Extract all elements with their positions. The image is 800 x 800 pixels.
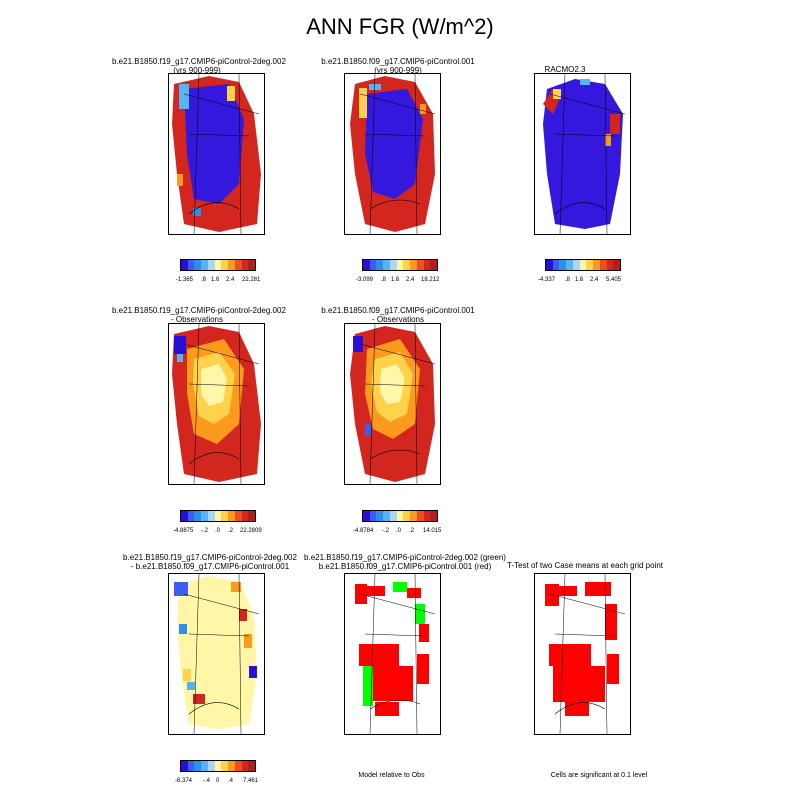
panel-7-cb-label-2: 0 — [216, 778, 220, 784]
panel-9-greenland-map — [535, 574, 630, 734]
panel-7-cb-label-1: -.4 — [203, 778, 211, 784]
panel-7-title-line2: - b.e21.B1850.f09_g17.CMIP6-piControl.00… — [130, 562, 290, 571]
panel-1-colorbar-bar — [180, 259, 256, 271]
panel-1-title: b.e21.B1850.f19_g17.CMIP6-piControl-2deg… — [112, 57, 286, 75]
figure-title: ANN FGR (W/m^2) — [306, 14, 494, 39]
panel-5-map — [344, 323, 441, 485]
panel-4-colorbar — [180, 510, 256, 522]
panel-1-cb-label-1: .8 — [201, 277, 207, 283]
panel-7-map — [168, 573, 265, 735]
panel-7-cb-label-0: -6.374 — [175, 778, 193, 784]
panel-9-title-line1: T-Test of two Case means at each grid po… — [506, 561, 664, 570]
panel-7-colorbar — [180, 760, 256, 772]
panel-8-title-line1: b.e21.B1850.f19_g17.CMIP6-piControl-2deg… — [304, 553, 506, 562]
panel-1-greenland-map — [169, 74, 264, 234]
panel-3-cb-label-0: -4.337 — [538, 277, 556, 283]
panel-4-title: b.e21.B1850.f19_g17.CMIP6-piControl-2deg… — [112, 306, 286, 324]
panel-5-greenland-map — [345, 324, 440, 484]
panel-7-title: b.e21.B1850.f19_g17.CMIP6-piControl-2deg… — [112, 553, 308, 571]
panel-7-greenland-map — [169, 574, 264, 734]
panel-3-title-line1: RACMO2.3 — [544, 65, 586, 74]
panel-1-title-line2: (yrs 900-999) — [173, 66, 221, 75]
panel-7-colorbar-bar — [180, 760, 256, 772]
panel-4-greenland-map — [169, 324, 264, 484]
panel-2-cb-label-4: 18.212 — [421, 277, 440, 283]
panel-2-title-line2: (yrs 900-999) — [374, 66, 422, 75]
panel-1-colorbar — [180, 259, 256, 271]
panel-9-caption: Cells are significant at 0.1 level — [550, 772, 648, 779]
panel-4-cb-label-3: .2 — [228, 528, 234, 534]
panel-4-title-line1: b.e21.B1850.f19_g17.CMIP6-piControl-2deg… — [112, 306, 286, 315]
panel-2-cb-label-1: .8 — [381, 277, 387, 283]
panel-1-cb-label-3: 2.4 — [226, 277, 235, 283]
panel-5-title-line1: b.e21.B1850.f09_g17.CMIP6-piControl.001 — [321, 306, 475, 315]
panel-7-cb-label-4: 7.461 — [243, 778, 259, 784]
panel-9-title: T-Test of two Case means at each grid po… — [500, 561, 670, 570]
panel-2-cb-label-3: 2.4 — [406, 277, 415, 283]
panel-2-cb-label-0: -3.099 — [356, 277, 374, 283]
panel-1-title-line1: b.e21.B1850.f19_g17.CMIP6-piControl-2deg… — [112, 57, 286, 66]
panel-1-cb-label-4: 22.281 — [242, 277, 261, 283]
panel-2-title-line1: b.e21.B1850.f09_g17.CMIP6-piControl.001 — [321, 57, 475, 66]
panel-1-map — [168, 73, 265, 235]
panel-8-title: b.e21.B1850.f19_g17.CMIP6-piControl-2deg… — [300, 553, 510, 571]
panel-5-title: b.e21.B1850.f09_g17.CMIP6-piControl.001 … — [313, 306, 483, 324]
panel-3-greenland-map — [535, 74, 630, 234]
panel-7-cb-label-3: .4 — [228, 778, 234, 784]
panel-5-title-line2: - Observations — [371, 315, 425, 324]
panel-3-title: RACMO2.3 — [505, 65, 625, 74]
panel-4-cb-label-0: -4.8875 — [173, 528, 194, 534]
panel-8-map — [344, 573, 441, 735]
panel-3-cb-label-2: 1.6 — [575, 277, 584, 283]
panel-8-title-line2: b.e21.B1850.f09_g17.CMIP6-piControl.001 … — [318, 562, 492, 571]
panel-2-colorbar — [362, 259, 438, 271]
panel-8-caption: Model relative to Obs — [358, 772, 425, 779]
panel-5-colorbar-bar — [362, 510, 438, 522]
panel-3-map — [534, 73, 631, 235]
panel-3-cb-label-1: .8 — [565, 277, 571, 283]
panel-1-cb-label-0: -1.365 — [176, 277, 194, 283]
panel-4-map — [168, 323, 265, 485]
panel-2-colorbar-bar — [362, 259, 438, 271]
panel-4-colorbar-bar — [180, 510, 256, 522]
panel-3-colorbar-bar — [545, 259, 621, 271]
panel-5-cb-label-1: -.2 — [382, 528, 390, 534]
panel-7-title-line1: b.e21.B1850.f19_g17.CMIP6-piControl-2deg… — [123, 553, 297, 562]
panel-4-title-line2: - Observations — [170, 315, 224, 324]
panel-9-map — [534, 573, 631, 735]
panel-3-colorbar — [545, 259, 621, 271]
panel-5-cb-label-2: .0 — [396, 528, 402, 534]
panel-2-title: b.e21.B1850.f09_g17.CMIP6-piControl.001 … — [313, 57, 483, 75]
panel-8-greenland-map — [345, 574, 440, 734]
panel-5-cb-label-3: .2 — [409, 528, 415, 534]
panel-3-cb-label-4: 5.405 — [606, 277, 622, 283]
panel-4-cb-label-2: .0 — [215, 528, 221, 534]
panel-5-cb-label-4: 14.015 — [423, 528, 442, 534]
panel-1-cb-label-2: 1.6 — [211, 277, 220, 283]
panel-4-cb-label-1: -.2 — [201, 528, 209, 534]
panel-2-map — [344, 73, 441, 235]
panel-3-cb-label-3: 2.4 — [590, 277, 599, 283]
panel-4-cb-label-4: 22.2809 — [240, 528, 262, 534]
panel-5-colorbar — [362, 510, 438, 522]
panel-2-greenland-map — [345, 74, 440, 234]
panel-5-cb-label-0: -4.8784 — [353, 528, 374, 534]
panel-2-cb-label-2: 1.6 — [391, 277, 400, 283]
